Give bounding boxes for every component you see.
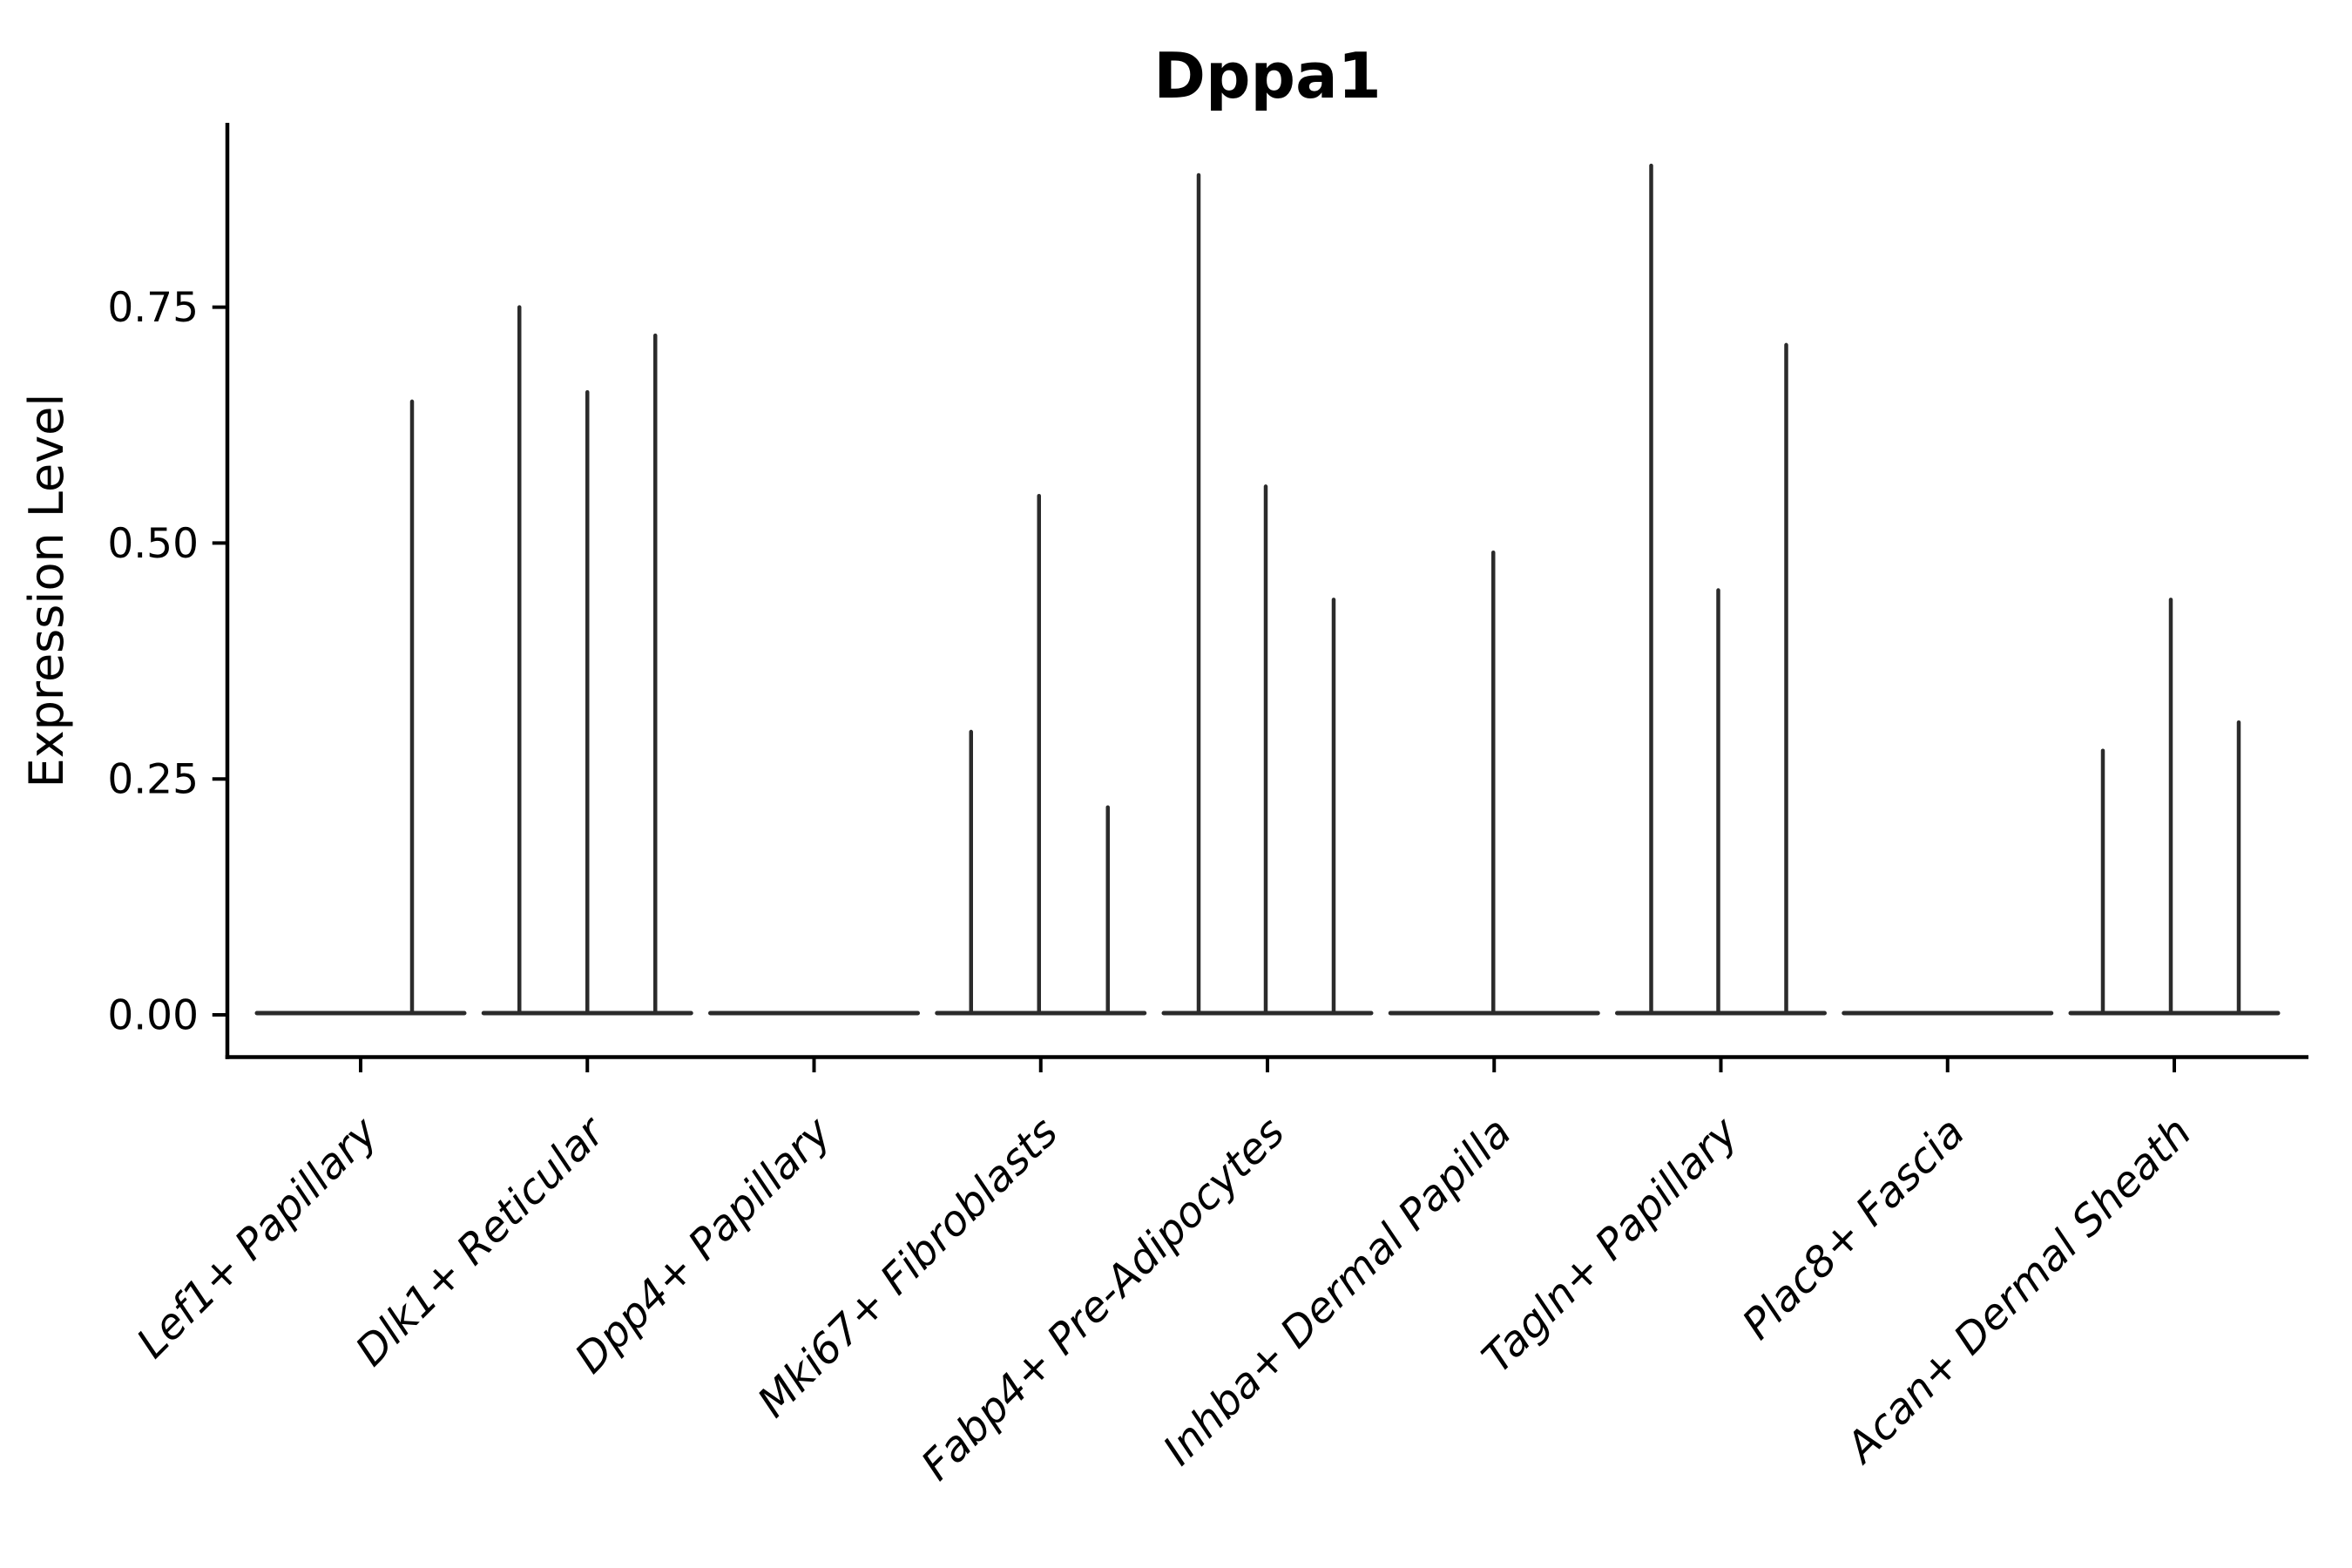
violin-group <box>481 305 693 1016</box>
violin-group <box>2068 598 2281 1016</box>
y-tick-label: 0.25 <box>107 756 199 804</box>
violin-group <box>1161 172 1374 1016</box>
y-axis-label: Expression Level <box>19 394 74 788</box>
violin-group <box>254 399 467 1016</box>
violin-group <box>1615 163 1827 1016</box>
y-tick-label: 0.00 <box>107 992 199 1040</box>
y-tick-label: 0.75 <box>107 284 199 332</box>
x-tick-label: Plac8+ Fascia <box>1734 1108 1975 1349</box>
x-tick-label: Fabp4+ Pre-Adipocytes <box>912 1108 1294 1490</box>
violins <box>254 163 2281 1016</box>
violin-group <box>935 493 1147 1016</box>
y-tick-label: 0.50 <box>107 520 199 568</box>
y-axis-ticks: 0.00 0.25 0.50 0.75 <box>107 284 227 1040</box>
x-tick-label: Dlk1+ Reticular <box>347 1106 617 1376</box>
x-tick-label: Lef1+ Papillary <box>127 1107 388 1368</box>
chart-title: Dppa1 <box>1153 39 1382 112</box>
violin-group <box>1388 550 1600 1016</box>
